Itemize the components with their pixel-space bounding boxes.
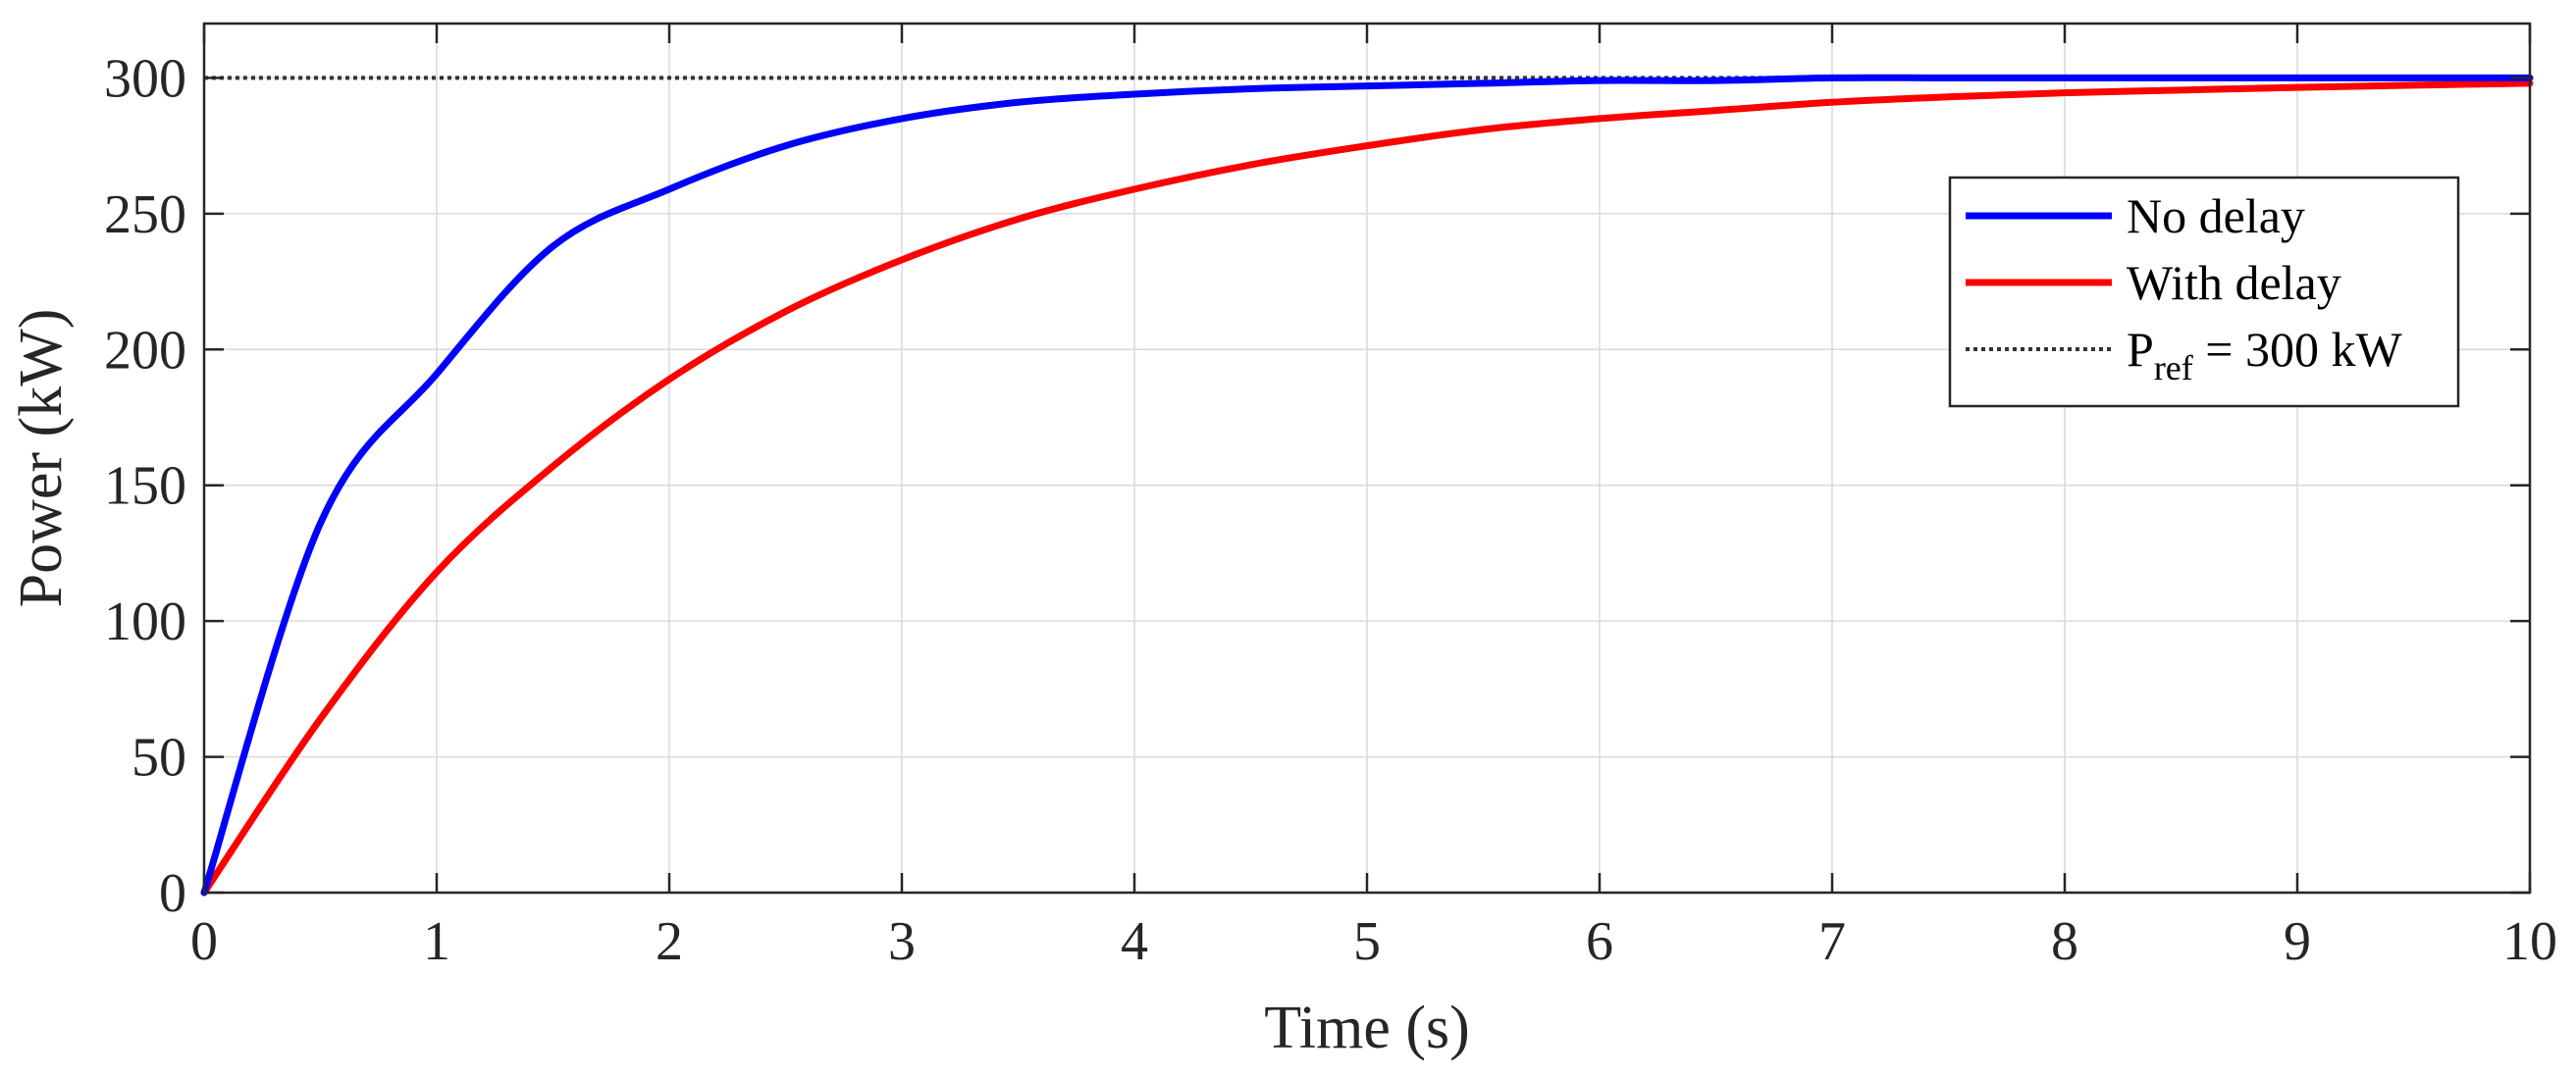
x-tick-labels: 0 1 2 3 4 5 6 7 8 9 10 <box>190 911 2557 972</box>
legend-label-main-2: P <box>2127 322 2154 377</box>
x-tick-label: 6 <box>1586 911 1613 972</box>
y-axis-label: Power (kW) <box>8 309 75 608</box>
legend-label-suffix-2: = 300 kW <box>2193 322 2403 377</box>
legend-label-main-0: No delay <box>2127 188 2305 243</box>
x-tick-label: 4 <box>1121 911 1148 972</box>
y-tick-label: 200 <box>104 320 186 381</box>
y-tick-label: 100 <box>104 591 186 652</box>
series-line-0 <box>200 74 2534 897</box>
x-tick-label: 5 <box>1353 911 1381 972</box>
x-axis-label: Time (s) <box>1264 995 1470 1061</box>
legend-label-2: Pref = 300 kW <box>2127 322 2402 387</box>
legend-label-subscript-2: ref <box>2154 348 2193 387</box>
series-lines <box>200 74 2534 897</box>
x-tick-label: 2 <box>656 911 683 972</box>
y-tick-labels: 0 50 100 150 200 250 300 <box>104 48 186 924</box>
legend-label-1: With delay <box>2127 255 2341 310</box>
x-tick-label: 7 <box>1818 911 1846 972</box>
y-tick-label: 0 <box>159 863 186 924</box>
y-tick-label: 300 <box>104 48 186 109</box>
y-tick-label: 150 <box>104 456 186 517</box>
legend-label-main-1: With delay <box>2127 255 2341 310</box>
x-tick-label: 8 <box>2051 911 2078 972</box>
legend: No delay With delay Pref = 300 kW <box>1948 176 2460 408</box>
x-tick-label: 0 <box>190 911 218 972</box>
legend-label-0: No delay <box>2127 188 2305 243</box>
tick-marks <box>202 24 2532 895</box>
y-tick-label: 250 <box>104 184 186 245</box>
y-tick-label: 50 <box>131 728 186 789</box>
x-tick-label: 1 <box>423 911 450 972</box>
x-tick-label: 3 <box>888 911 916 972</box>
series-line-1 <box>200 79 2534 897</box>
x-tick-label: 10 <box>2502 911 2557 972</box>
x-tick-label: 9 <box>2284 911 2311 972</box>
